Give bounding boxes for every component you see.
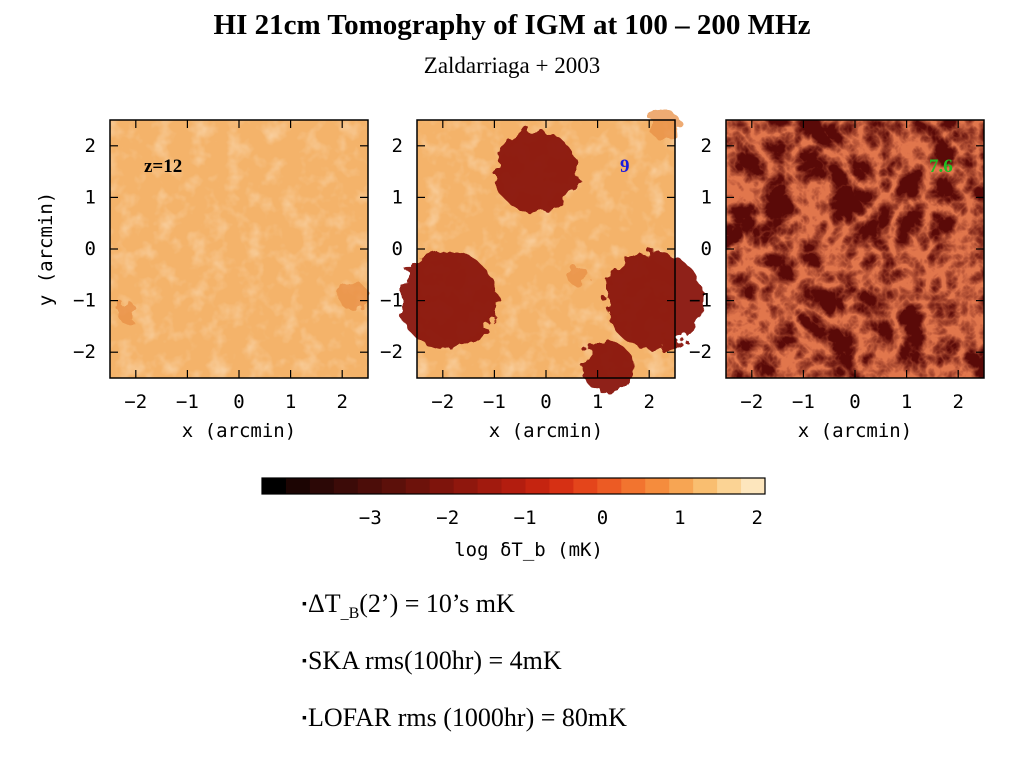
colorbar-swatch (717, 478, 742, 494)
colorbar-tick-label: 2 (752, 507, 763, 529)
colorbar-tick-label: 1 (674, 507, 685, 529)
x-tick-label: 0 (233, 391, 244, 413)
tomography-figure: −2 −1 0 1 2 2 1 0 −1 −2 x (arcmin) z=12 −2 −1 0 1 2 2 1 0 −1… (28, 86, 995, 569)
colorbar-swatch (549, 478, 574, 494)
x-tick-label: −2 (124, 391, 147, 413)
bullet-prefix: ΔT (307, 589, 341, 618)
x-tick-label: 1 (592, 391, 603, 413)
x-axis-label: x (arcmin) (798, 420, 912, 442)
colorbar-swatch (453, 478, 479, 494)
ionized-region (115, 300, 136, 322)
colorbar-swatch (309, 478, 335, 494)
colorbar-swatch (381, 478, 407, 494)
y-tick-label: −1 (380, 290, 403, 312)
x-tick-label: 2 (952, 391, 963, 413)
colorbar-swatch (693, 478, 718, 494)
colorbar-swatch (621, 478, 646, 494)
slide-title: HI 21cm Tomography of IGM at 100 – 200 M… (213, 9, 811, 41)
map-texture (110, 120, 368, 378)
y-tick-label: 2 (392, 135, 403, 157)
x-tick-label: 0 (540, 391, 551, 413)
colorbar-swatch (477, 478, 503, 494)
ionized-region (566, 264, 588, 286)
tomography-chart: −2 −1 0 1 2 2 1 0 −1 −2 x (arcmin) z=12 −2 −1 0 1 2 2 1 0 −1… (35, 109, 985, 561)
ionized-region (398, 251, 497, 350)
ionized-region (582, 341, 634, 394)
bullet-lofar: ▪LOFAR rms (1000hr) = 80mK (302, 702, 627, 742)
x-tick-label: 1 (285, 391, 296, 413)
colorbar-swatch (597, 478, 622, 494)
y-axis-label: y (arcmin) (35, 192, 57, 306)
bullet-list: ▪ΔT_B(2’) = 10’s mK ▪SKA rms(100hr) = 4m… (302, 588, 627, 759)
x-tick-label: −1 (483, 391, 506, 413)
colorbar-swatch (573, 478, 598, 494)
colorbar-label: log δT_b (mK) (454, 539, 603, 561)
bullet-delta-tb: ▪ΔT_B(2’) = 10’s mK (302, 588, 627, 628)
bullet-marker: ▪ (302, 654, 307, 669)
x-tick-label: −2 (431, 391, 454, 413)
colorbar-swatch (501, 478, 526, 494)
y-tick-label: −1 (73, 290, 96, 312)
colorbar-swatch (405, 478, 431, 494)
ionized-region (605, 251, 704, 350)
ionized-region (338, 280, 367, 310)
y-tick-label: 0 (85, 238, 96, 260)
panel-redshift-label: 7.6 (929, 156, 953, 177)
x-tick-label: 2 (336, 391, 347, 413)
y-tick-label: 2 (701, 135, 712, 157)
panel-redshift-label: z=12 (144, 156, 182, 177)
x-tick-label: 1 (901, 391, 912, 413)
y-tick-label: −1 (689, 290, 712, 312)
x-tick-label: −1 (176, 391, 199, 413)
y-tick-label: −2 (380, 341, 403, 363)
y-tick-label: −2 (689, 341, 712, 363)
bullet-text: LOFAR rms (1000hr) = 80mK (307, 703, 627, 732)
bullet-suffix: (2’) = 10’s mK (359, 589, 515, 618)
colorbar-swatch (669, 478, 694, 494)
x-axis-label: x (arcmin) (182, 420, 296, 442)
colorbar-swatch (333, 478, 359, 494)
bullet-subscript: _B (340, 605, 360, 623)
bullet-marker: ▪ (302, 711, 307, 726)
colorbar-tick-label: 0 (597, 507, 608, 529)
x-tick-label: −2 (740, 391, 763, 413)
colorbar-swatch (357, 478, 383, 494)
y-tick-label: 1 (85, 186, 96, 208)
colorbar-frame (261, 477, 766, 495)
y-tick-label: −2 (73, 341, 96, 363)
colorbar-swatch (285, 478, 311, 494)
y-tick-label: 0 (701, 238, 712, 260)
colorbar-swatch (525, 478, 550, 494)
colorbar-swatch (429, 478, 455, 494)
y-tick-label: 1 (392, 186, 403, 208)
colorbar-tick-label: −1 (514, 507, 537, 529)
x-axis-label: x (arcmin) (489, 420, 603, 442)
colorbar-swatch (645, 478, 670, 494)
colorbar-tick-label: −3 (359, 507, 382, 529)
cosmic-web-texture (726, 120, 984, 378)
panel-redshift-label: 9 (620, 156, 630, 177)
bullet-ska: ▪SKA rms(100hr) = 4mK (302, 645, 627, 685)
colorbar-tick-label: −2 (436, 507, 459, 529)
bullet-marker: ▪ (302, 597, 307, 612)
colorbar-swatch (262, 478, 287, 494)
slide-subtitle: Zaldarriaga + 2003 (423, 53, 601, 78)
colorbar-swatch (741, 478, 766, 494)
y-tick-label: 2 (85, 135, 96, 157)
y-tick-label: 1 (701, 186, 712, 208)
ionized-region (649, 109, 681, 141)
x-tick-label: 2 (643, 391, 654, 413)
bullet-text: SKA rms(100hr) = 4mK (307, 646, 562, 675)
y-tick-label: 0 (392, 238, 403, 260)
ionized-region (494, 130, 577, 213)
x-tick-label: 0 (849, 391, 860, 413)
x-tick-label: −1 (792, 391, 815, 413)
